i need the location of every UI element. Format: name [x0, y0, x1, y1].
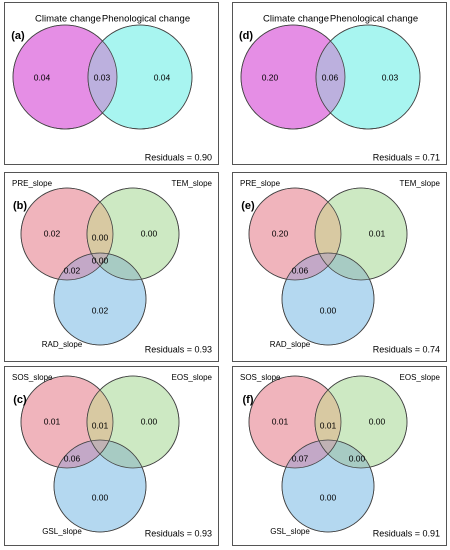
set-outline-a: [20, 187, 114, 281]
value-ab: 0.00: [92, 232, 109, 242]
overlap-ac: [54, 253, 113, 280]
panel-b: PRE_slope TEM_slope RAD_slope (b) 0.02 0.00 0.…: [4, 172, 219, 362]
value-a: 0.01: [272, 416, 289, 426]
set-outline-b: [86, 187, 180, 281]
set-label-left: Climate change: [35, 14, 101, 25]
value-c: 0.00: [92, 492, 109, 502]
residuals-label: Residuals = 0.91: [373, 528, 440, 538]
value-right: 0.03: [382, 72, 399, 82]
set-label-c: GSL_slope: [270, 527, 310, 536]
panel-letter: (e): [241, 200, 255, 212]
value-b: 0.00: [369, 416, 386, 426]
overlap-bc: [87, 253, 146, 280]
panel-c: SOS_slope EOS_slope GSL_slope (c) 0.01 0.00 0.…: [4, 366, 219, 546]
set-outline-right: [315, 24, 421, 130]
set-outline-right: [87, 24, 193, 130]
value-right: 0.04: [154, 72, 171, 82]
set-label-a: PRE_slope: [240, 179, 281, 188]
value-ab: 0.01: [92, 420, 109, 430]
set-outline-a: [20, 375, 114, 469]
set-outline-left: [240, 24, 346, 130]
overlap-bc: [315, 253, 374, 280]
panel-a: Climate change Phenological change (a) 0.04…: [4, 2, 219, 165]
value-ac: 0.02: [64, 265, 81, 275]
panel-letter: (f): [243, 394, 254, 406]
panel-letter: (b): [13, 200, 27, 212]
value-b: 0.00: [141, 416, 158, 426]
panel-d: Climate change Phenological change (d) 0.20…: [232, 2, 447, 165]
overlap-ac: [282, 253, 341, 280]
value-c: 0.00: [320, 305, 337, 315]
value-overlap: 0.03: [94, 72, 111, 82]
set-label-right: Phenological change: [330, 14, 418, 25]
set-outline-c: [53, 439, 147, 533]
set-outline-b: [314, 375, 408, 469]
panel-letter: (a): [11, 30, 25, 42]
residuals-label: Residuals = 0.74: [373, 344, 440, 354]
value-left: 0.04: [34, 72, 51, 82]
value-b: 0.00: [141, 228, 158, 238]
set-label-b: EOS_slope: [172, 373, 213, 382]
set-label-b: EOS_slope: [400, 373, 441, 382]
overlap-ac: [54, 440, 113, 468]
panel-letter: (d): [239, 30, 253, 42]
value-ac: 0.06: [64, 453, 81, 463]
set-label-c: RAD_slope: [270, 340, 311, 349]
value-abc: 0.00: [92, 255, 109, 265]
set-label-b: TEM_slope: [400, 179, 441, 188]
value-ab: 0.01: [320, 420, 337, 430]
residuals-label: Residuals = 0.93: [145, 528, 212, 538]
value-c: 0.02: [92, 305, 109, 315]
set-outline-left: [12, 24, 118, 130]
overlap-bc: [87, 440, 146, 468]
panel-f: SOS_slope EOS_slope GSL_slope (f) 0.01 0.00 0.…: [232, 366, 447, 546]
set-outline-c: [281, 439, 375, 533]
value-a: 0.20: [272, 228, 289, 238]
residuals-label: Residuals = 0.71: [373, 152, 440, 162]
set-outline-b: [314, 187, 408, 281]
value-ac: 0.07: [292, 453, 309, 463]
set-label-a: SOS_slope: [12, 373, 53, 382]
panel-letter: (c): [13, 394, 27, 406]
set-label-c: RAD_slope: [42, 340, 83, 349]
value-overlap: 0.06: [322, 72, 339, 82]
value-c: 0.00: [320, 492, 337, 502]
set-outline-b: [86, 375, 180, 469]
overlap-bc: [315, 440, 374, 468]
value-a: 0.02: [44, 228, 61, 238]
value-a: 0.01: [44, 416, 61, 426]
panel-e: PRE_slope TEM_slope RAD_slope (e) 0.20 0.01 0.…: [232, 172, 447, 362]
residuals-label: Residuals = 0.93: [145, 344, 212, 354]
set-label-b: TEM_slope: [172, 179, 213, 188]
set-outline-c: [281, 252, 375, 346]
set-outline-a: [248, 375, 342, 469]
set-outline-a: [248, 187, 342, 281]
value-ac: 0.06: [292, 265, 309, 275]
value-b: 0.01: [369, 228, 386, 238]
set-outline-c: [53, 252, 147, 346]
value-bc: 0.00: [349, 453, 366, 463]
overlap-ac: [282, 440, 341, 468]
residuals-label: Residuals = 0.90: [145, 152, 212, 162]
set-label-a: PRE_slope: [12, 179, 53, 188]
set-label-a: SOS_slope: [240, 373, 281, 382]
value-left: 0.20: [262, 72, 279, 82]
set-label-c: GSL_slope: [42, 527, 82, 536]
set-label-right: Phenological change: [102, 14, 190, 25]
set-label-left: Climate change: [263, 14, 329, 25]
